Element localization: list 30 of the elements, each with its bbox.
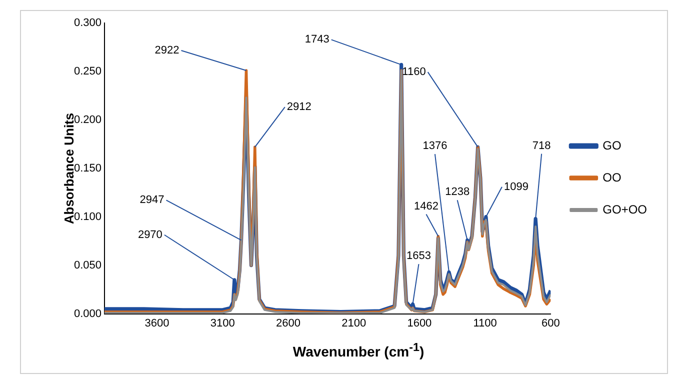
x-tick-label: 3600 [144, 317, 170, 330]
x-tick-label: 2600 [276, 317, 300, 330]
y-tick-label: 0.000 [74, 308, 102, 320]
annotation: 1376 [422, 140, 448, 152]
legend-label: GO+OO [602, 202, 647, 216]
annotation: 1099 [504, 180, 528, 193]
x-tick-label: 600 [541, 317, 560, 330]
annotation: 1743 [304, 34, 330, 46]
y-tick-label: 0.300 [74, 17, 102, 30]
y-tick-label: 0.150 [74, 162, 102, 174]
annotation: 2970 [138, 228, 162, 241]
annotation: 1160 [402, 66, 426, 78]
y-tick-label: 0.200 [74, 114, 102, 126]
x-tick-label: 1600 [407, 317, 432, 330]
annotation: 718 [532, 140, 551, 152]
x-tick-label: 1100 [473, 317, 497, 330]
x-axis-title: Wavenumber (cm$^{-1}$) [292, 341, 426, 360]
y-tick-label: 0.050 [74, 259, 102, 272]
legend-label: GO [602, 138, 622, 152]
annotation: 1238 [445, 186, 470, 198]
annotation: 1653 [406, 250, 431, 262]
x-tick-label: 2100 [342, 317, 366, 330]
annotation: 2947 [140, 194, 164, 206]
annotation: 2912 [286, 101, 312, 114]
legend-label: OO [602, 170, 622, 184]
annotation: 2922 [154, 44, 180, 57]
y-tick-label: 0.100 [74, 210, 102, 223]
x-tick-label: 3100 [210, 317, 235, 330]
annotation: 1462 [414, 200, 438, 212]
y-tick-label: 0.250 [74, 66, 102, 78]
